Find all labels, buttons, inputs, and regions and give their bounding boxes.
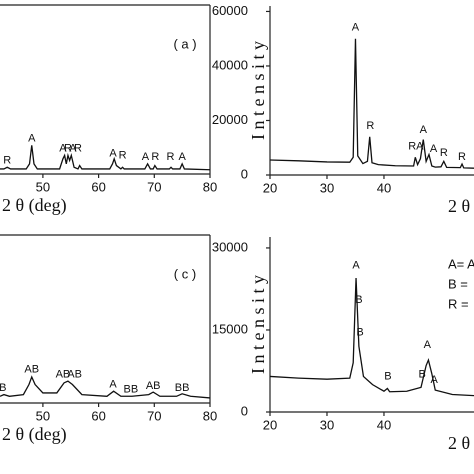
x-axis-label: 2 θ (deg) [2,195,67,216]
peak-label: B [0,382,6,394]
peak-label: R [366,120,374,132]
peak-label: A [28,132,36,144]
y-tick-label: 20000 [212,112,248,127]
x-tick-label: 70 [147,408,161,423]
peak-label: A [430,374,438,386]
y-tick-label: 40000 [212,57,248,72]
x-axis-label: 2 θ [448,433,470,453]
peak-label: A [69,143,77,155]
xrd-curve [269,38,474,169]
y-tick-label: 15000 [212,321,248,336]
peak-label: B [418,369,425,381]
x-tick-label: 40 [377,417,391,432]
peak-label: A [352,259,360,271]
x-axis-label: 2 θ [448,196,470,216]
y-axis-label: I n t e n s i t y [248,41,268,140]
peak-label: A [352,22,360,34]
x-axis-label: 2 θ (deg) [2,424,67,445]
legend-note: R = [448,296,469,311]
peak-label: BB [175,382,190,394]
panel-label: ( a ) [173,36,196,51]
peak-label: R [166,151,174,163]
peak-label: B [355,294,362,306]
y-tick-label: 60000 [212,3,248,18]
y-tick-label: 0 [241,403,248,418]
peak-label: A [109,378,117,390]
legend-note: B = [448,276,468,291]
y-tick-label: 30000 [212,239,248,254]
peak-label: R [151,151,159,163]
x-tick-label: 30 [320,417,334,432]
peak-label: A [59,143,67,155]
legend-note: A= A [448,256,474,271]
x-tick-label: 20 [263,417,277,432]
peak-label: R [458,151,466,163]
x-tick-label: 60 [91,179,105,194]
peak-label: R [119,149,127,161]
peak-label: A [109,148,117,160]
x-tick-label: 50 [36,408,50,423]
peak-label: B [356,327,363,339]
peak-label: R [3,154,11,166]
x-tick-label: 80 [203,179,217,194]
peak-label: A [430,143,438,155]
x-tick-label: 50 [36,179,50,194]
peak-label: A [424,339,432,351]
peak-label: AB [24,363,39,375]
xrd-curve [0,375,211,399]
peak-label: A [420,124,428,136]
xrd-curve [0,145,211,171]
peak-label: BB [124,383,139,395]
x-tick-label: 70 [147,179,161,194]
x-tick-label: 20 [263,180,277,195]
peak-label: R [440,147,448,159]
peak-label: A [178,151,186,163]
y-axis-label: I n t e n s i t y [248,275,268,374]
peak-label: R [74,143,82,155]
peak-label: AB [56,368,71,380]
peak-label: RA [408,140,424,152]
peak-label: AB [146,380,161,392]
x-tick-label: 30 [320,180,334,195]
panel-label: ( c ) [174,266,196,281]
peak-label: R [64,143,72,155]
peak-label: A [142,151,150,163]
y-tick-label: 0 [241,166,248,181]
x-tick-label: 40 [377,180,391,195]
x-tick-label: 60 [91,408,105,423]
x-tick-label: 80 [203,408,217,423]
peak-label: AB [67,368,82,380]
xrd-curve [269,277,474,397]
peak-label: B [384,370,391,382]
